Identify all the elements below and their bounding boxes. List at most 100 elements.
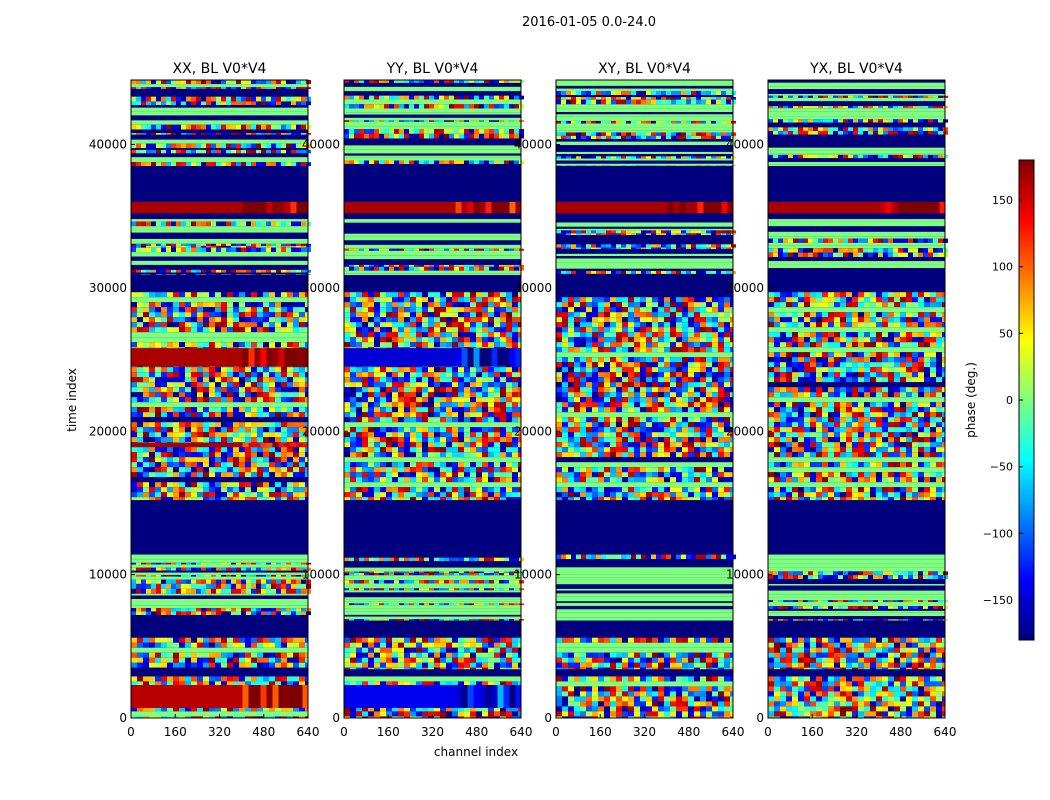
heatmap-cell: [299, 312, 305, 318]
heatmap-cell: [305, 681, 308, 687]
heatmap-cell: [251, 662, 257, 668]
heatmap-cell: [271, 143, 276, 149]
heatmap-cell: [271, 562, 276, 565]
heatmap-cell: [137, 452, 143, 458]
heatmap-cell: [380, 427, 386, 433]
heatmap-cell: [281, 427, 287, 433]
heatmap-cell: [494, 603, 499, 606]
heatmap-cell: [143, 382, 149, 388]
heatmap-cell: [231, 269, 236, 273]
heatmap-cell: [422, 462, 428, 468]
heatmap-cell: [500, 427, 506, 433]
heatmap-cell: [474, 266, 479, 271]
heatmap-cell: [474, 557, 479, 562]
heatmap-cell: [364, 571, 369, 574]
heatmap-cell: [464, 104, 469, 109]
heatmap-cell: [428, 462, 434, 468]
heatmap-cell: [500, 647, 506, 653]
heatmap-cell: [203, 706, 209, 712]
heatmap-cell: [389, 133, 394, 139]
heatmap-cell: [149, 412, 155, 418]
heatmap-cell: [422, 337, 428, 343]
heatmap-cell: [434, 312, 440, 318]
heatmap-cell: [479, 571, 484, 574]
heatmap-cell: [216, 574, 221, 577]
heatmap-cell: [261, 162, 266, 167]
heatmap-cell: [394, 120, 399, 122]
heatmap-cell: [422, 642, 428, 648]
heatmap-cell: [167, 377, 173, 383]
heatmap-cell: [592, 686, 598, 692]
heatmap-cell: [233, 302, 239, 308]
heatmap-cell: [416, 716, 422, 718]
heatmap-cell: [506, 662, 512, 668]
heatmap-cell: [574, 701, 580, 707]
heatmap-cell: [428, 642, 434, 648]
heatmap-cell: [688, 696, 694, 702]
heatmap-cell: [257, 716, 263, 718]
heatmap-cell: [215, 482, 221, 488]
heatmap-cell: [474, 571, 479, 574]
heatmap-cell: [186, 101, 191, 106]
x-tick-label: 320: [208, 725, 231, 739]
heatmap-cell: [296, 243, 301, 246]
heatmap-cell: [236, 221, 241, 227]
heatmap-cell: [368, 681, 374, 687]
heatmap-cell: [429, 120, 434, 122]
heatmap-cell: [167, 452, 173, 458]
heatmap-cell: [469, 619, 474, 621]
heatmap-cell: [203, 482, 209, 488]
heatmap-cell: [494, 104, 499, 109]
heatmap-cell: [410, 342, 416, 348]
heatmap-cell: [404, 447, 410, 453]
heatmap-cell: [281, 716, 287, 718]
heatmap-cell: [500, 667, 506, 670]
heatmap-cell: [171, 87, 176, 89]
heatmap-cell: [344, 114, 521, 118]
heatmap-cell: [506, 497, 512, 501]
heatmap-cell: [131, 272, 308, 275]
heatmap-cell: [344, 255, 521, 260]
heatmap-cell: [428, 377, 434, 383]
heatmap-cell: [251, 457, 257, 463]
heatmap-cell: [239, 427, 245, 433]
heatmap-cell: [203, 327, 209, 333]
heatmap-cell: [646, 706, 652, 712]
heatmap-cell: [416, 337, 422, 343]
heatmap-cell: [518, 372, 521, 378]
heatmap-cell: [374, 264, 379, 267]
heatmap-cell: [484, 571, 489, 574]
heatmap-cell: [241, 611, 246, 616]
heatmap-cell: [676, 637, 682, 643]
heatmap-cell: [231, 579, 236, 584]
heatmap-cell: [494, 95, 499, 100]
heatmap-cell: [730, 686, 733, 692]
heatmap-cell: [634, 676, 640, 682]
heatmap-cell: [414, 580, 419, 584]
heatmap-cell: [281, 143, 286, 149]
heatmap-cell: [349, 80, 354, 83]
heatmap-cell: [293, 407, 299, 413]
heatmap-cell: [506, 711, 512, 717]
heatmap-cell: [143, 657, 149, 663]
heatmap-cell: [227, 382, 233, 388]
heatmap-cell: [476, 497, 482, 501]
heatmap-cell: [586, 706, 592, 712]
heatmap-cell: [344, 382, 350, 388]
heatmap-cell: [356, 497, 362, 501]
heatmap-cell: [171, 611, 176, 616]
heatmap-cell: [233, 657, 239, 663]
heatmap-cell: [256, 583, 261, 589]
heatmap-cell: [197, 482, 203, 488]
heatmap-cell: [276, 101, 281, 106]
heatmap-cell: [149, 302, 155, 308]
heatmap-cell: [482, 657, 488, 663]
heatmap-cell: [344, 250, 521, 256]
heatmap-cell: [290, 201, 297, 214]
heatmap-cell: [257, 437, 263, 443]
heatmap-cell: [368, 382, 374, 388]
heatmap-cell: [628, 696, 634, 702]
heatmap-cell: [293, 342, 299, 348]
heatmap-cell: [299, 397, 305, 403]
heatmap-cell: [416, 477, 422, 483]
